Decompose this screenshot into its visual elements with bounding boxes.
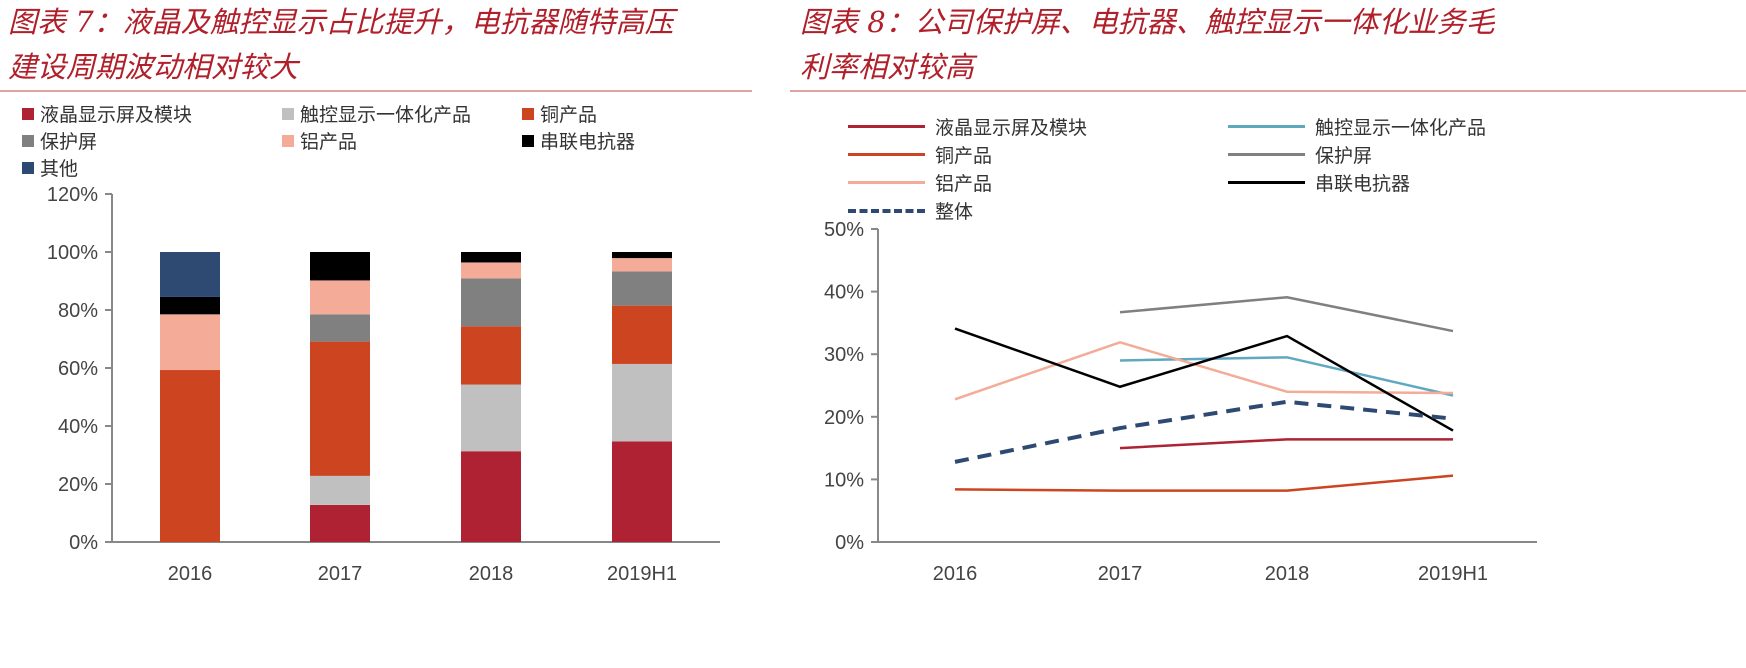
legend-item: 串联电抗器: [1228, 169, 1410, 196]
left-chart-title-line2: 建设周期波动相对较大: [8, 50, 299, 84]
legend-item: 液晶显示屏及模块: [848, 113, 1087, 140]
right-y-tick-label: 40%: [824, 282, 864, 304]
legend-swatch: [282, 107, 294, 120]
legend-item: 触控显示一体化产品: [1228, 113, 1486, 140]
series-line: [954, 327, 1454, 432]
right-y-tick-label: 10%: [824, 469, 864, 491]
series-line: [1119, 356, 1454, 397]
legend-label: 铜产品: [540, 104, 598, 126]
bar-segment: [612, 363, 672, 442]
right-y-tick-label: 30%: [824, 344, 864, 366]
bar-segment: [612, 305, 672, 364]
bar-segment: [310, 252, 370, 281]
legend-label: 串联电抗器: [1315, 173, 1411, 195]
bar-segment: [310, 280, 370, 315]
bar-segment: [612, 441, 672, 542]
legend-label: 触控显示一体化产品: [1315, 117, 1487, 139]
legend-label: 液晶显示屏及模块: [40, 104, 193, 126]
left-y-tick-label: 120%: [47, 184, 98, 206]
left-chart-title-line1: 图表 7：液晶及触控显示占比提升，电抗器随特高压: [8, 5, 674, 39]
right-x-tick-label: 2019H1: [1418, 563, 1488, 585]
right-y-tick-label: 0%: [835, 532, 864, 554]
legend-swatch: [282, 134, 294, 147]
legend-line: [848, 153, 925, 156]
legend-item: 铜产品: [522, 100, 597, 127]
left-x-tick-label: 2017: [318, 563, 363, 585]
right-chart-title-line2: 利率相对较高: [800, 50, 975, 84]
legend-line: [1228, 153, 1305, 156]
legend-line: [848, 125, 925, 128]
legend-item: 保护屏: [1228, 141, 1372, 168]
right-x-tick-label: 2016: [933, 563, 978, 585]
bar-segment: [461, 262, 521, 279]
left-y-tick-label: 20%: [58, 474, 98, 496]
legend-swatch: [22, 134, 34, 147]
bar-segment: [461, 451, 521, 542]
legend-label: 保护屏: [1315, 145, 1373, 167]
legend-swatch: [522, 134, 534, 147]
legend-item: 串联电抗器: [522, 127, 635, 154]
bar-segment: [461, 252, 521, 263]
legend-item: 液晶显示屏及模块: [22, 100, 192, 127]
series-line: [1119, 438, 1453, 450]
legend-item: 铝产品: [282, 127, 357, 154]
right-x-tick-label: 2018: [1265, 563, 1310, 585]
bar-segment: [160, 314, 220, 371]
left-y-tick-label: 80%: [58, 300, 98, 322]
legend-line: [1228, 181, 1305, 184]
bar-segment: [160, 296, 220, 315]
legend-label: 铝产品: [935, 173, 993, 195]
legend-label: 保护屏: [40, 131, 98, 153]
right-x-tick-label: 2017: [1098, 563, 1143, 585]
left-x-tick-label: 2016: [168, 563, 213, 585]
series-line: [954, 399, 1454, 464]
bar-segment: [612, 258, 672, 272]
series-line: [1119, 295, 1454, 333]
bar-segment: [461, 278, 521, 327]
legend-label: 液晶显示屏及模块: [935, 117, 1088, 139]
legend-line: [1228, 125, 1305, 128]
series-line: [954, 474, 1454, 492]
left-title-divider: [0, 90, 752, 92]
right-title-divider: [790, 90, 1746, 92]
bar-segment: [310, 504, 370, 542]
legend-item: 保护屏: [22, 127, 97, 154]
legend-swatch: [22, 161, 34, 174]
legend-item: 触控显示一体化产品: [282, 100, 471, 127]
bar-segment: [461, 326, 521, 385]
legend-label: 整体: [935, 201, 974, 223]
legend-label: 铝产品: [300, 131, 358, 153]
right-y-tick-label: 20%: [824, 407, 864, 429]
legend-item: 铝产品: [848, 169, 992, 196]
bar-segment: [160, 370, 220, 542]
left-y-tick-label: 60%: [58, 358, 98, 380]
left-y-tick-label: 40%: [58, 416, 98, 438]
legend-item: 铜产品: [848, 141, 992, 168]
bar-segment: [160, 252, 220, 297]
legend-item: 其他: [22, 154, 78, 181]
left-x-tick-label: 2018: [469, 563, 514, 585]
right-chart-title-line1: 图表 8：公司保护屏、电抗器、触控显示一体化业务毛: [800, 5, 1495, 39]
legend-line: [848, 181, 925, 184]
bar-segment: [461, 384, 521, 452]
bar-segment: [310, 341, 370, 476]
bar-segment: [612, 271, 672, 306]
bar-segment: [612, 252, 672, 259]
left-x-tick-label: 2019H1: [607, 563, 677, 585]
series-line: [954, 340, 1454, 401]
bar-segment: [310, 475, 370, 505]
legend-swatch: [22, 107, 34, 120]
legend-item: 整体: [848, 197, 973, 224]
legend-label: 其他: [40, 158, 79, 180]
left-y-tick-label: 0%: [69, 532, 98, 554]
right-y-tick-label: 50%: [824, 219, 864, 241]
legend-label: 串联电抗器: [540, 131, 636, 153]
legend-label: 铜产品: [935, 145, 993, 167]
legend-line: [848, 208, 925, 213]
left-y-tick-label: 100%: [47, 242, 98, 264]
legend-label: 触控显示一体化产品: [300, 104, 472, 126]
legend-swatch: [522, 107, 534, 120]
bar-segment: [310, 314, 370, 342]
